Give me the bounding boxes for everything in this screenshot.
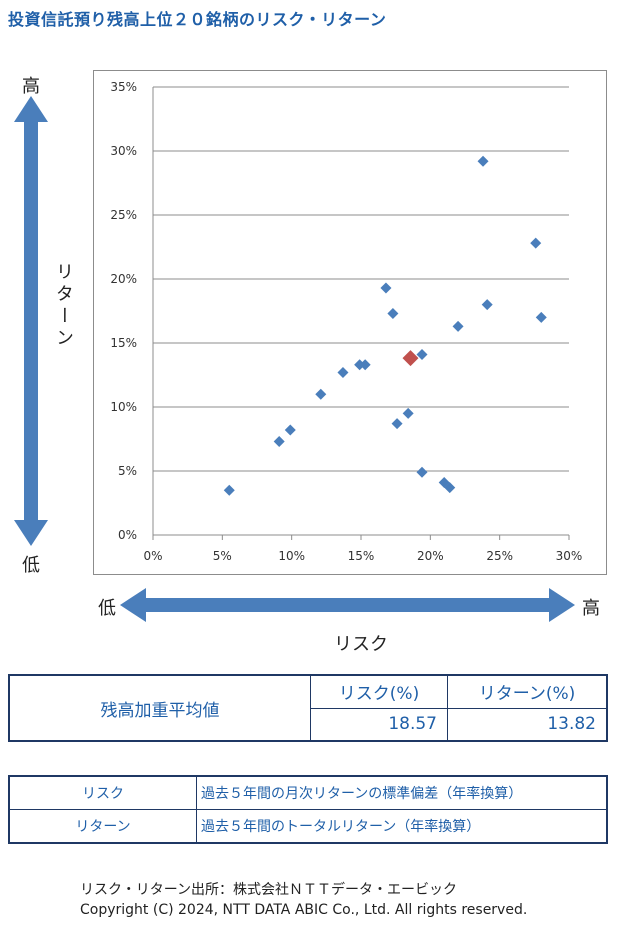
data-point (481, 299, 493, 311)
risk-value: 18.57 (310, 707, 448, 742)
data-point (477, 155, 489, 167)
data-point (359, 359, 371, 371)
definition-description: 過去５年間の月次リターンの標準偏差（年率換算） (196, 775, 608, 810)
x-tick-label: 15% (348, 549, 375, 563)
definition-row: リターン 過去５年間のトータルリターン（年率換算） (8, 809, 608, 844)
definitions-table: リスク 過去５年間の月次リターンの標準偏差（年率換算） リターン 過去５年間のト… (8, 775, 608, 844)
x-tick-label: 20% (417, 549, 444, 563)
data-point (416, 466, 428, 478)
vertical-arrow-icon (14, 96, 48, 546)
data-point (535, 311, 547, 323)
data-point (223, 484, 235, 496)
data-point (452, 320, 464, 332)
data-point (354, 359, 366, 371)
return-value: 13.82 (447, 707, 608, 742)
risk-axis-label: リスク (334, 634, 388, 655)
data-point (391, 418, 403, 430)
x-tick-label: 30% (556, 549, 583, 563)
source-credit: リスク・リターン出所：株式会社ＮＴＴデータ・エービック Copyright (C… (80, 880, 527, 920)
low-label-bottom: 低 (22, 555, 40, 576)
high-label-top: 高 (22, 76, 40, 97)
y-tick-label: 0% (118, 528, 137, 542)
data-point (380, 282, 392, 294)
x-tick-label: 10% (278, 549, 305, 563)
y-tick-label: 20% (110, 272, 137, 286)
data-point (273, 436, 285, 448)
copyright-line: Copyright (C) 2024, NTT DATA ABIC Co., L… (80, 902, 528, 918)
definition-row: リスク 過去５年間の月次リターンの標準偏差（年率換算） (8, 775, 608, 810)
risk-header: リスク(%) (310, 674, 448, 709)
definition-description: 過去５年間のトータルリターン（年率換算） (196, 809, 608, 844)
x-tick-label: 25% (486, 549, 513, 563)
return-axis-label: リターン (53, 262, 74, 350)
y-tick-label: 30% (110, 144, 137, 158)
chart-area: 0% 5% 10% 15% 20% 25% 30% 35% 0% 5% 10% 15% 20% 25% 30… (93, 70, 607, 575)
low-label-left: 低 (98, 598, 116, 619)
data-point (284, 424, 296, 436)
y-tick-label: 25% (110, 208, 137, 222)
data-point (387, 308, 399, 320)
y-tick-label: 35% (110, 80, 137, 94)
x-tick-label: 0% (143, 549, 162, 563)
horizontal-arrow-icon (120, 588, 575, 622)
data-point (530, 237, 542, 249)
y-tick-label: 5% (118, 464, 137, 478)
chart-title: 投資信託預り残高上位２０銘柄のリスク・リターン (8, 10, 387, 29)
scatter-plot: 0% 5% 10% 15% 20% 25% 30% 35% 0% 5% 10% 15% 20% 25% 30… (110, 80, 583, 563)
definition-term: リターン (8, 809, 197, 844)
y-tick-label: 15% (110, 336, 137, 350)
data-point (315, 388, 327, 400)
return-header: リターン(%) (447, 674, 608, 709)
high-label-right: 高 (582, 598, 600, 619)
definition-term: リスク (8, 775, 197, 810)
data-point (416, 349, 428, 361)
weighted-average-table: 残高加重平均値 リスク(%) リターン(%) 18.57 13.82 (8, 674, 608, 742)
data-point (402, 407, 414, 419)
y-tick-label: 10% (110, 400, 137, 414)
data-point (337, 366, 349, 378)
source-line-1: リスク・リターン出所：株式会社ＮＴＴデータ・エービック (80, 882, 458, 898)
average-point (402, 350, 419, 367)
weighted-average-label: 残高加重平均値 (8, 674, 311, 742)
data-point (444, 482, 456, 494)
x-tick-label: 5% (213, 549, 232, 563)
